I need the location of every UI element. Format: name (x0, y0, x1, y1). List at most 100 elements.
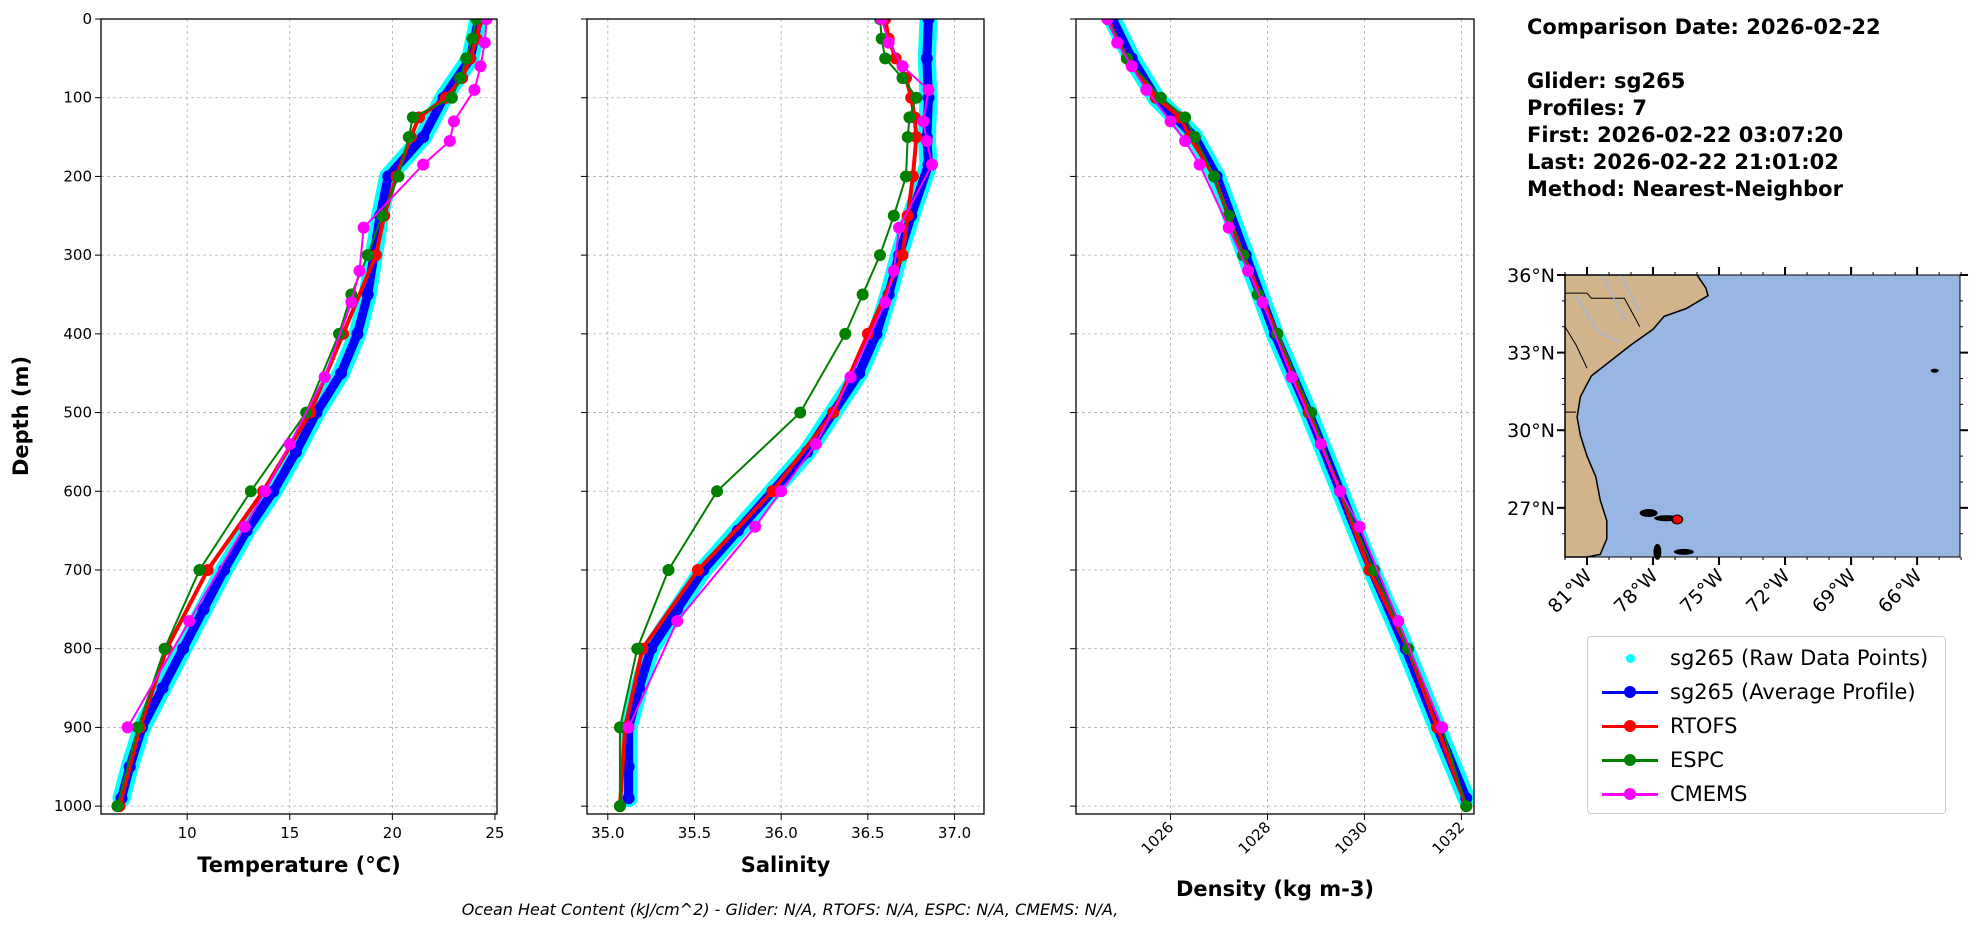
espc-point (794, 406, 807, 419)
cmems-point (1101, 19, 1114, 25)
espc-point (899, 170, 912, 183)
cmems-point (1164, 115, 1177, 128)
lat-tick-label: 30°N (1507, 420, 1555, 442)
x-tick-label: 36.0 (764, 824, 797, 842)
subplot-3: 1026 1028 1030 1032 Density (kg m-3) (1070, 18, 1475, 901)
cmems-point (917, 115, 930, 128)
cmems-point (345, 296, 358, 309)
espc-point (376, 209, 389, 222)
cmems-point (844, 371, 857, 384)
rtofs-point (691, 563, 704, 576)
rtofs-point (896, 249, 909, 262)
cmems-point (1256, 296, 1269, 309)
cmems-point (920, 135, 933, 148)
cmems-point (875, 19, 888, 25)
lon-tick-label: 72°W (1742, 565, 1795, 618)
island (1673, 548, 1694, 555)
lon-tick-label: 75°W (1676, 565, 1729, 618)
comparison-info: Comparison Date: 2026-02-22 Glider: sg265… (1527, 14, 1881, 203)
cmems-point (922, 83, 935, 96)
cmems-point (1285, 371, 1298, 384)
glider-average-point (335, 367, 348, 380)
cmems-line (1106, 19, 1443, 728)
legend-item-raw: sg265 (Raw Data Points) (1602, 643, 1928, 673)
espc-point (1188, 131, 1201, 144)
legend-label: sg265 (Raw Data Points) (1670, 646, 1929, 670)
cmems-point (318, 371, 331, 384)
espc-point (631, 642, 644, 655)
x-tick-label: 1028 (1235, 818, 1275, 858)
cmems-point (749, 520, 762, 533)
glider-average-line (624, 19, 934, 799)
ocean-heat-content-footer: Ocean Heat Content (kJ/cm^2) - Glider: N… (461, 900, 1119, 919)
axes-frame (586, 18, 985, 815)
glider-average-point (922, 19, 935, 25)
y-tick-label: 500 (63, 404, 92, 422)
glider-average-point (267, 485, 280, 498)
glider-average-point (920, 52, 933, 65)
cmems-point (671, 615, 684, 628)
cmems-point (1314, 438, 1327, 451)
cmems-point (896, 60, 909, 73)
x-axis-label: Salinity (741, 853, 831, 877)
espc-point (1208, 170, 1221, 183)
cmems-point (183, 615, 196, 628)
glider-average-point (351, 327, 364, 340)
cmems-point (1179, 135, 1192, 148)
espc-point (839, 327, 852, 340)
espc-point (131, 721, 144, 734)
espc-point (903, 111, 916, 124)
legend: sg265 (Raw Data Points) sg265 (Average P… (1587, 636, 1946, 814)
x-tick-label: 1026 (1138, 818, 1178, 858)
espc-point (896, 72, 909, 85)
lon-tick-label: 81°W (1544, 565, 1597, 618)
legend-marker (1624, 788, 1636, 800)
last-profile-time: Last: 2026-02-22 21:01:02 (1527, 150, 1839, 174)
x-tick-label: 35.5 (678, 824, 711, 842)
cmems-point (1436, 721, 1449, 734)
espc-point (111, 800, 124, 813)
rtofs-point (861, 327, 874, 340)
espc-point (662, 563, 675, 576)
cmems-point (238, 520, 251, 533)
x-axis-label: Density (kg m-3) (1176, 877, 1374, 901)
river (1575, 295, 1621, 343)
espc-point (1460, 800, 1473, 813)
glider-average-point (197, 603, 210, 616)
series-group (1101, 19, 1474, 813)
state-border (1565, 292, 1641, 327)
island (1639, 509, 1658, 518)
river (1601, 274, 1628, 322)
cmems-point (887, 264, 900, 277)
y-tick-label: 100 (63, 89, 92, 107)
cmems-point (1111, 36, 1124, 49)
rtofs-point (201, 563, 214, 576)
espc-point (460, 52, 473, 65)
glider-average-point (645, 642, 658, 655)
y-tick-label: 200 (63, 167, 92, 185)
profile-count: Profiles: 7 (1527, 96, 1648, 120)
axes-frame (1075, 18, 1475, 815)
legend-marker (1624, 686, 1636, 698)
subplot-2: 35.0 35.5 36.0 36.5 37.0 Salinity (581, 18, 985, 877)
cmems-point (1140, 83, 1153, 96)
cmems-point (283, 438, 296, 451)
cmems-point (893, 221, 906, 234)
espc-point (392, 170, 405, 183)
cmems-point (1334, 485, 1347, 498)
y-tick-label: 600 (63, 482, 92, 500)
y-tick-label: 700 (63, 561, 92, 579)
cmems-point (775, 485, 788, 498)
axes-frame (100, 18, 498, 815)
map-frame (1564, 274, 1961, 558)
lon-tick-label: 66°W (1874, 565, 1927, 618)
x-tick-label: 36.5 (851, 824, 884, 842)
y-tick-label: 300 (63, 246, 92, 264)
cmems-point (121, 721, 134, 734)
state-border (1564, 326, 1588, 369)
first-profile-time: First: 2026-02-22 03:07:20 (1527, 123, 1844, 147)
y-axis-label: Depth (m) (9, 356, 33, 476)
x-tick-label: 1030 (1332, 818, 1372, 858)
cmems-point (478, 36, 491, 49)
